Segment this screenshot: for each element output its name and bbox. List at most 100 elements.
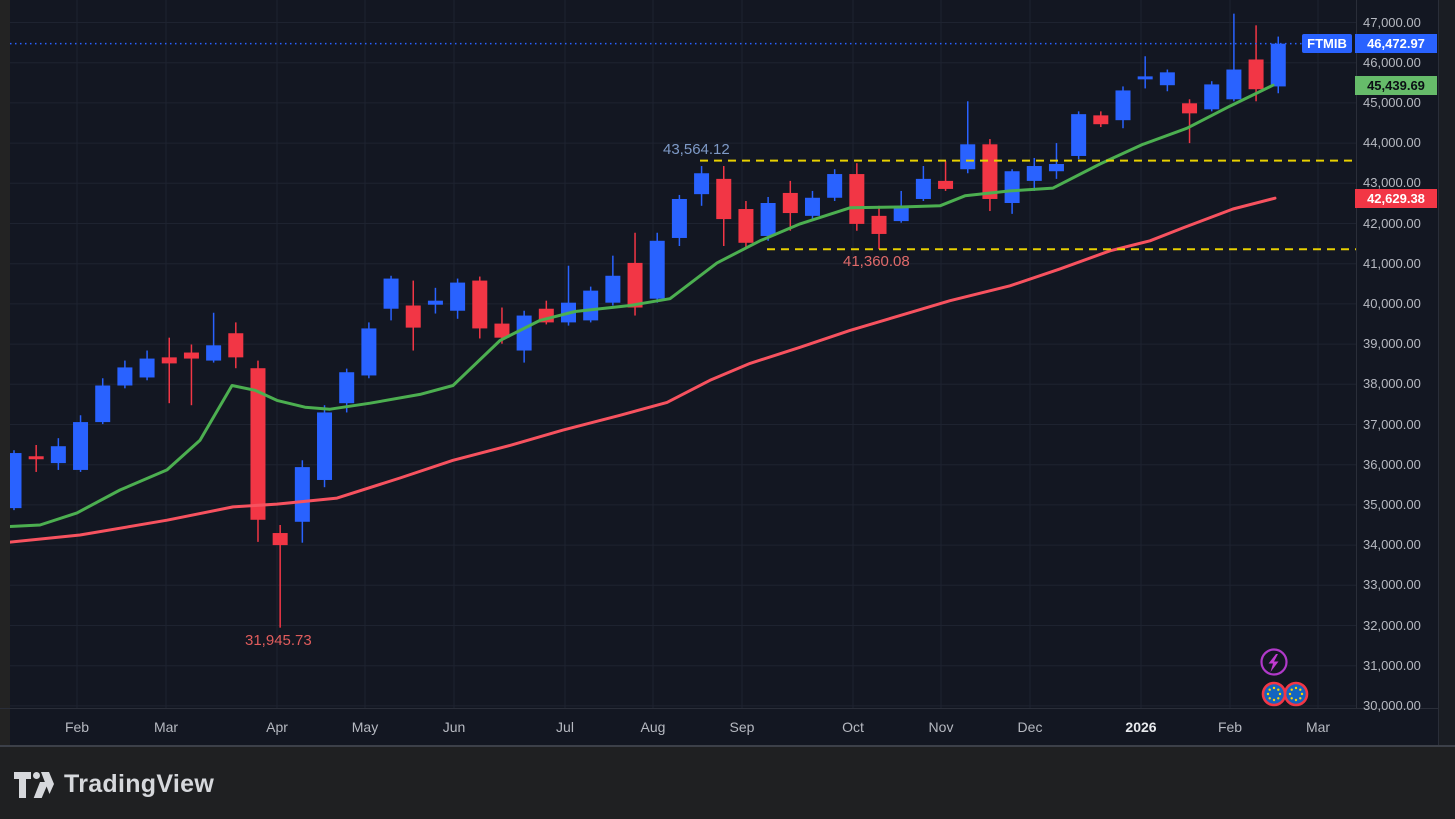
time-axis-label: Nov — [928, 719, 954, 735]
left-frame-strip — [0, 0, 10, 745]
tradingview-logo[interactable]: TradingView — [14, 770, 214, 799]
support-price-annotation: 41,360.08 — [843, 253, 910, 271]
candle — [405, 305, 421, 328]
candle — [627, 262, 643, 308]
price-axis-label: 35,000.00 — [1363, 496, 1421, 512]
chart-canvas[interactable] — [0, 0, 1455, 745]
ma-long-price-tag: 42,629.38 — [1355, 188, 1437, 208]
candle — [50, 446, 66, 464]
ma-short-price-tag: 45,439.69 — [1355, 75, 1437, 95]
time-axis-label: Jun — [442, 719, 466, 735]
candle — [10, 453, 22, 509]
price-axis-label: 43,000.00 — [1363, 175, 1421, 191]
candle — [1226, 69, 1242, 100]
time-axis-label: Aug — [640, 719, 666, 735]
candle — [782, 192, 798, 214]
price-axis-label: 41,000.00 — [1363, 255, 1421, 271]
crash-low-price-annotation: 31,945.73 — [245, 631, 312, 649]
time-axis-label: Feb — [1217, 719, 1243, 735]
candle — [427, 300, 443, 305]
candle — [339, 372, 355, 404]
ma-line-MA-short — [10, 83, 1275, 529]
candle — [583, 290, 599, 321]
candle — [938, 180, 954, 189]
candle — [649, 240, 665, 299]
candle — [915, 178, 931, 199]
time-axis-label: Dec — [1017, 719, 1043, 735]
candle — [1004, 171, 1020, 203]
price-axis-label: 46,000.00 — [1363, 54, 1421, 70]
candle — [1026, 166, 1042, 181]
candle — [605, 275, 621, 303]
price-axis-label: 36,000.00 — [1363, 456, 1421, 472]
candle — [516, 315, 532, 351]
candle — [494, 323, 510, 338]
candle — [1093, 115, 1109, 125]
candle — [450, 282, 466, 311]
time-axis-label: Feb — [64, 719, 90, 735]
time-axis-label: Apr — [266, 719, 288, 735]
candle — [804, 197, 820, 216]
symbol-tag: FTMIB — [1302, 34, 1352, 54]
candle — [472, 280, 488, 329]
price-axis-label: 44,000.00 — [1363, 135, 1421, 151]
candle — [117, 367, 133, 386]
candle — [294, 467, 310, 522]
tradingview-logo-icon — [14, 771, 54, 798]
price-axis-divider — [1356, 0, 1357, 708]
time-axis-label: Mar — [153, 719, 179, 735]
price-axis-label: 38,000.00 — [1363, 376, 1421, 392]
candle — [1048, 164, 1064, 172]
candle — [893, 205, 909, 222]
economic-event-icon[interactable] — [1260, 648, 1288, 676]
candle — [1182, 103, 1198, 114]
eu-flag-event-icon-left[interactable] — [1261, 681, 1287, 707]
time-axis-label: Sep — [729, 719, 755, 735]
price-axis-label: 30,000.00 — [1363, 697, 1421, 713]
tradingview-logo-text: TradingView — [64, 770, 215, 798]
candle — [760, 202, 776, 236]
candle — [1248, 59, 1264, 90]
event-icons — [1260, 648, 1309, 707]
candle — [317, 412, 333, 480]
time-axis-label: 2026 — [1125, 719, 1157, 735]
candle — [28, 456, 44, 460]
resistance-price-annotation: 43,564.12 — [663, 140, 730, 158]
candle — [960, 144, 976, 170]
candle — [95, 385, 111, 423]
candle — [1071, 114, 1087, 156]
price-axis-label: 33,000.00 — [1363, 577, 1421, 593]
price-axis-label: 47,000.00 — [1363, 14, 1421, 30]
price-axis-label: 37,000.00 — [1363, 416, 1421, 432]
candle — [849, 174, 865, 224]
lightning-bolt-icon — [1268, 654, 1279, 672]
candle — [982, 144, 998, 199]
price-axis-label: 42,000.00 — [1363, 215, 1421, 231]
candle — [272, 533, 288, 546]
price-axis-label: 34,000.00 — [1363, 537, 1421, 553]
candle — [1159, 72, 1175, 86]
candle — [250, 368, 266, 520]
eu-stars — [1288, 686, 1304, 702]
time-axis-label: Mar — [1305, 719, 1331, 735]
candle — [228, 333, 244, 358]
candle — [694, 173, 710, 195]
eu-flag-event-icon-right[interactable] — [1283, 681, 1309, 707]
right-frame-strip — [1438, 0, 1455, 745]
plot-area — [10, 13, 1286, 628]
candle — [738, 209, 754, 243]
candle — [383, 278, 399, 309]
candle — [1204, 84, 1220, 110]
candle — [161, 357, 177, 364]
footer-bar: TradingView — [0, 745, 1455, 819]
candle — [139, 358, 155, 378]
candle — [1270, 43, 1286, 87]
time-axis-divider — [0, 708, 1438, 709]
last-price-tag: 46,472.97 — [1355, 34, 1437, 54]
candle — [871, 215, 887, 234]
price-axis-label: 45,000.00 — [1363, 94, 1421, 110]
time-axis-label: Jul — [556, 719, 574, 735]
candle — [671, 198, 687, 238]
price-axis-label: 32,000.00 — [1363, 617, 1421, 633]
